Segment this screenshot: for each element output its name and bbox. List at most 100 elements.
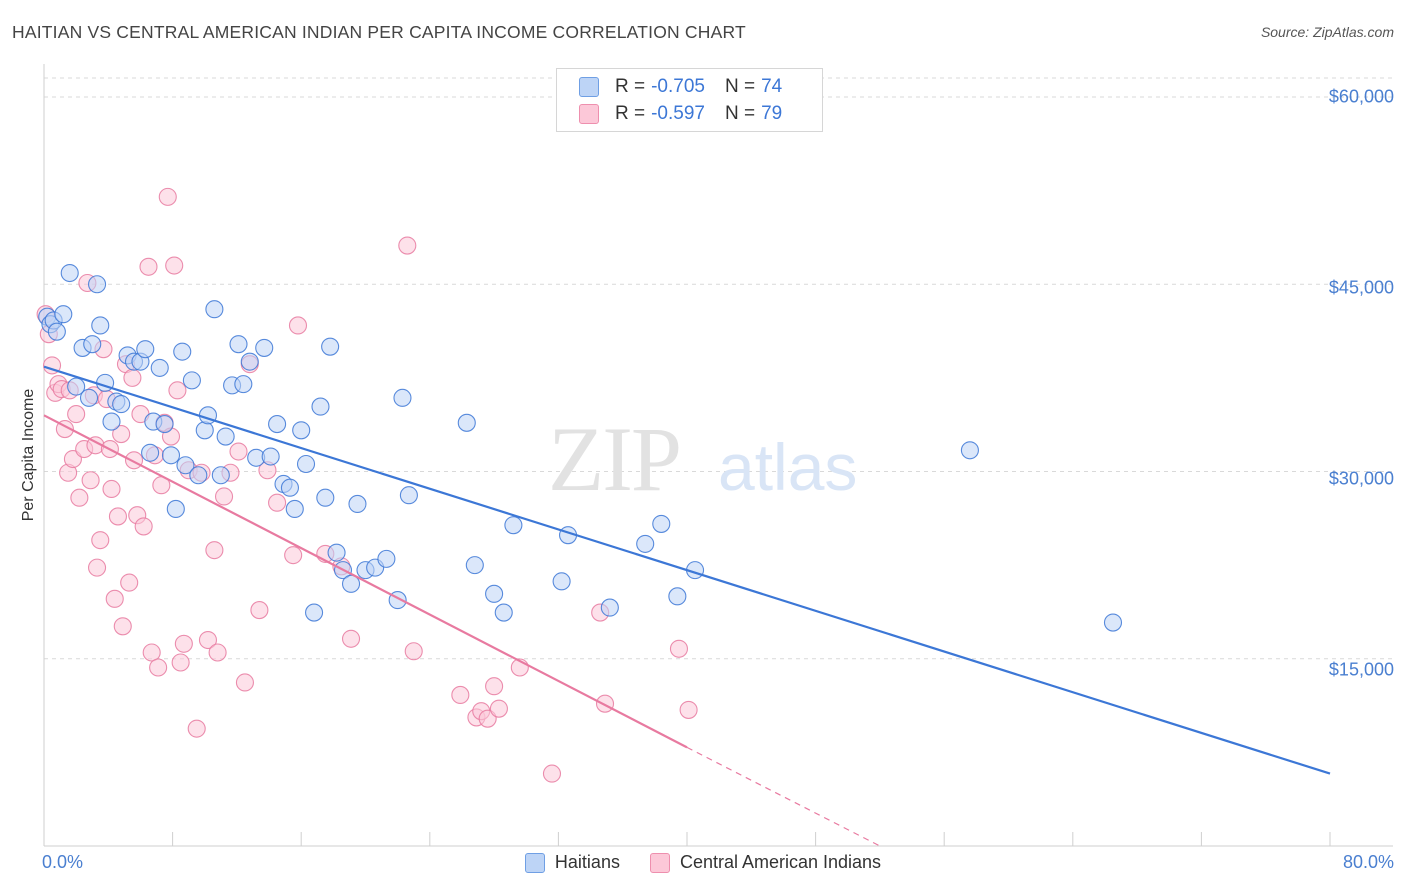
n-label: N = xyxy=(724,103,756,124)
data-point-central-american-indians xyxy=(669,639,689,658)
data-point-central-american-indians xyxy=(398,236,417,255)
n-label: N = xyxy=(724,76,756,97)
data-point-central-american-indians xyxy=(139,257,158,276)
r-label: R = xyxy=(615,76,646,97)
data-point-central-american-indians xyxy=(91,531,110,550)
legend-row-central-american-indians: R = -0.597 N = 79 xyxy=(579,100,782,128)
data-point-central-american-indians xyxy=(171,653,190,672)
data-point-haitians xyxy=(668,587,687,606)
chart-title: HAITIAN VS CENTRAL AMERICAN INDIAN PER C… xyxy=(12,22,746,42)
data-point-haitians xyxy=(280,478,299,497)
data-point-haitians xyxy=(211,466,230,485)
data-point-haitians xyxy=(79,388,99,407)
data-point-haitians xyxy=(341,574,361,593)
data-point-central-american-indians xyxy=(284,546,303,565)
data-point-haitians xyxy=(255,338,274,357)
data-point-haitians xyxy=(494,603,513,622)
data-point-haitians xyxy=(67,377,86,396)
data-point-haitians xyxy=(268,415,287,434)
data-point-haitians xyxy=(54,305,73,324)
trend-line-haitians xyxy=(43,365,1331,775)
data-point-haitians xyxy=(457,413,476,432)
watermark-zip: ZIP xyxy=(548,408,680,510)
data-point-haitians xyxy=(205,300,224,319)
data-point-central-american-indians xyxy=(198,630,218,650)
data-point-central-american-indians xyxy=(478,709,497,728)
x-tick-label-max: 80.0% xyxy=(1342,852,1394,872)
data-point-central-american-indians xyxy=(87,558,107,577)
data-point-central-american-indians xyxy=(595,694,615,713)
data-point-haitians xyxy=(377,549,396,568)
legend-item-central-american-indians: Central American Indians xyxy=(649,852,882,873)
data-point-central-american-indians xyxy=(63,449,82,469)
data-point-haitians xyxy=(600,598,619,617)
data-point-central-american-indians xyxy=(123,368,142,387)
data-point-central-american-indians xyxy=(229,442,248,461)
data-point-central-american-indians xyxy=(70,488,89,507)
data-point-haitians xyxy=(960,441,979,460)
data-point-haitians xyxy=(296,454,316,474)
data-point-central-american-indians xyxy=(134,517,153,536)
y-tick-label: $45,000 xyxy=(1328,277,1394,298)
n-value: 74 xyxy=(761,76,783,97)
data-point-central-american-indians xyxy=(485,677,504,696)
data-point-central-american-indians xyxy=(142,643,161,662)
data-point-haitians xyxy=(182,371,201,390)
data-point-haitians xyxy=(102,412,121,431)
r-label: R = xyxy=(615,103,646,124)
data-point-haitians xyxy=(636,534,655,553)
data-point-haitians xyxy=(229,335,248,354)
central-american-indians-swatch xyxy=(579,104,599,124)
source-label: Source: ZipAtlas.com xyxy=(1260,24,1394,40)
data-point-central-american-indians xyxy=(105,589,124,608)
data-point-haitians xyxy=(91,316,110,335)
r-value: -0.705 xyxy=(651,76,705,97)
data-point-haitians xyxy=(316,488,335,507)
data-point-haitians xyxy=(465,556,484,575)
data-point-haitians xyxy=(216,427,235,446)
data-point-central-american-indians xyxy=(214,487,234,506)
haitians-swatch xyxy=(579,77,599,97)
r-value: -0.597 xyxy=(651,103,705,124)
legend-label: Central American Indians xyxy=(679,852,882,872)
data-point-central-american-indians xyxy=(81,471,100,490)
data-point-haitians xyxy=(83,335,102,354)
data-point-haitians xyxy=(195,421,214,440)
data-point-haitians xyxy=(485,584,504,603)
data-point-central-american-indians xyxy=(451,685,470,705)
data-point-central-american-indians xyxy=(208,643,227,662)
data-point-central-american-indians xyxy=(113,617,132,636)
data-point-haitians xyxy=(311,397,330,416)
data-point-central-american-indians xyxy=(679,700,698,719)
data-point-central-american-indians xyxy=(268,493,287,512)
data-point-haitians xyxy=(552,572,571,591)
y-tick-label: $15,000 xyxy=(1328,659,1394,680)
data-point-haitians xyxy=(60,263,79,283)
data-point-central-american-indians xyxy=(235,673,254,692)
data-point-haitians xyxy=(1103,613,1123,632)
data-point-central-american-indians xyxy=(120,573,139,592)
data-point-central-american-indians xyxy=(187,719,206,738)
y-tick-label: $60,000 xyxy=(1328,86,1394,107)
data-point-central-american-indians xyxy=(404,642,423,661)
data-point-haitians xyxy=(47,322,66,341)
correlation-legend: R = -0.705 N = 74 R = -0.597 N = 79 xyxy=(556,68,823,132)
data-point-haitians xyxy=(112,395,131,414)
data-point-central-american-indians xyxy=(112,424,131,444)
series-legend: Haitians Central American Indians xyxy=(0,852,1406,873)
data-point-haitians xyxy=(161,446,181,465)
data-point-haitians xyxy=(234,375,253,394)
data-point-haitians xyxy=(189,466,208,485)
trend-line-central-american-indians xyxy=(43,414,688,749)
data-point-central-american-indians xyxy=(67,405,86,424)
haitians-swatch xyxy=(524,852,545,873)
data-point-haitians xyxy=(87,275,107,294)
data-point-central-american-indians xyxy=(158,187,177,206)
data-point-central-american-indians xyxy=(489,699,508,718)
trend-lines xyxy=(43,365,1331,847)
data-point-haitians xyxy=(399,486,418,505)
data-point-haitians xyxy=(292,421,311,440)
data-point-haitians xyxy=(150,358,169,377)
data-point-haitians xyxy=(305,603,324,622)
